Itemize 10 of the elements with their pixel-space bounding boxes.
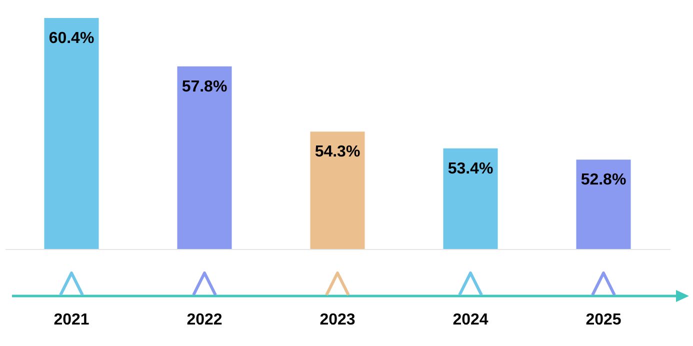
data-label: 60.4% — [48, 30, 94, 47]
x-tick-label: 2025 — [586, 312, 622, 328]
x-tick-label: 2024 — [452, 312, 488, 328]
data-label: 54.3% — [314, 144, 360, 161]
data-label: 57.8% — [182, 78, 228, 96]
x-tick-label: 2021 — [54, 312, 90, 328]
data-label: 53.4% — [448, 160, 494, 178]
data-label: 52.8% — [580, 172, 626, 189]
x-tick-label: 2022 — [186, 312, 222, 328]
x-tick-label: 2023 — [320, 312, 356, 328]
